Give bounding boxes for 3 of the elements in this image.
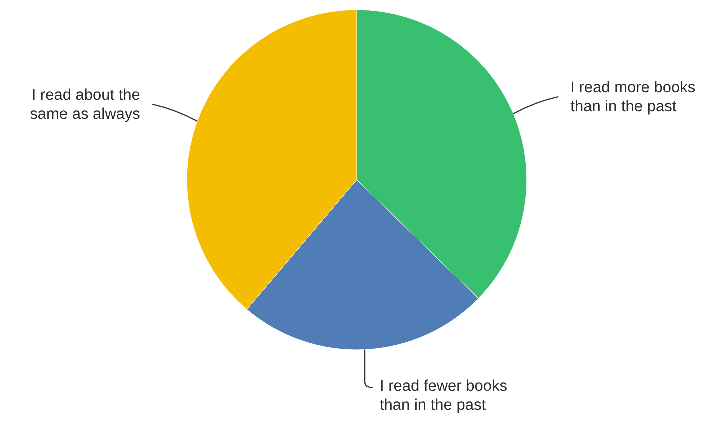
slice-label: I read more books than in the past <box>570 79 696 116</box>
slice-label: I read fewer books than in the past <box>380 378 508 414</box>
slice-label: I read about the same as always <box>30 86 141 123</box>
